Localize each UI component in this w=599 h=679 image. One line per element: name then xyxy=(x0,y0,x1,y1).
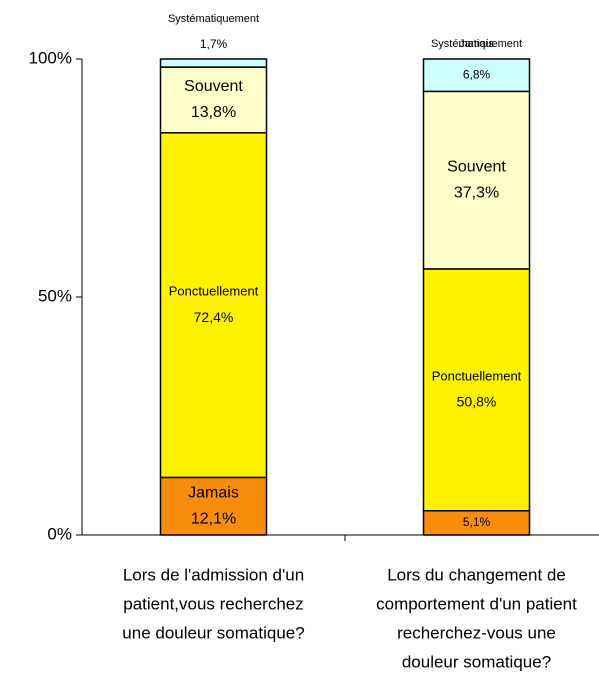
bar-segment xyxy=(159,66,268,134)
segment-name: Ponctuellement xyxy=(169,284,259,299)
segment-name: Systématiquement xyxy=(168,13,259,25)
segment-name: Systématiquement xyxy=(431,38,522,50)
segment-name: Souvent xyxy=(447,158,506,175)
segment-name: Ponctuellement xyxy=(432,368,522,383)
data-label: 13,8% xyxy=(191,104,236,121)
data-label: 50,8% xyxy=(457,394,497,410)
data-label: 1,7% xyxy=(200,37,228,51)
bar-segment xyxy=(159,58,268,68)
bar-segment xyxy=(159,132,268,479)
segment-name: Jamais xyxy=(188,484,239,501)
bar-segment xyxy=(422,90,531,270)
data-label: 12,1% xyxy=(191,510,236,527)
x-tick-label: une douleur somatique? xyxy=(122,623,304,642)
y-tick-label: 50% xyxy=(38,286,72,305)
x-tick-label: Lors du changement de xyxy=(387,565,566,584)
data-label: 6,8% xyxy=(463,67,491,81)
data-label: 37,3% xyxy=(454,184,499,201)
x-tick-label: douleur somatique? xyxy=(402,652,551,671)
bar-segment xyxy=(159,476,268,536)
data-label: 5,1% xyxy=(463,515,491,529)
y-tick-label: 0% xyxy=(47,524,72,543)
x-tick-label: comportement d'un patient xyxy=(376,594,577,613)
y-tick-label: 100% xyxy=(29,48,72,67)
x-tick-label: recherchez-vous une xyxy=(397,623,556,642)
segment-name: Jamais xyxy=(459,38,494,50)
x-tick-label: patient,vous recherchez xyxy=(123,594,304,613)
bar-segment xyxy=(422,268,531,512)
bar-segment xyxy=(422,58,531,93)
bar-segment xyxy=(422,509,531,536)
x-tick-label: Lors de l'admission d'un xyxy=(123,565,304,584)
segment-name: Souvent xyxy=(184,78,243,95)
data-label: 72,4% xyxy=(194,309,234,325)
